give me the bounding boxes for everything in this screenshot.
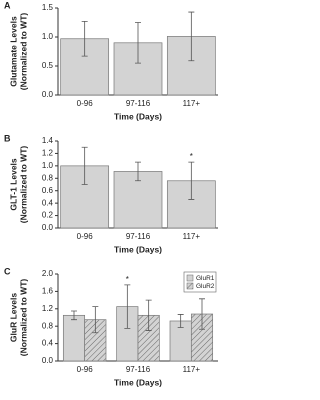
annotation: *	[190, 152, 193, 161]
error-bar	[135, 22, 141, 64]
error-bar	[71, 310, 77, 321]
panel-label: B	[4, 133, 11, 143]
error-bar	[199, 298, 205, 330]
annotation: *	[126, 275, 129, 284]
y-tick-label: 0.8	[42, 321, 54, 330]
error-bar	[124, 284, 131, 329]
y-tick-label: 0.5	[42, 61, 54, 70]
x-tick-label: 117+	[183, 365, 201, 374]
x-tick-label: 0-96	[77, 99, 94, 108]
y-tick-label: 1.6	[42, 287, 54, 296]
x-tick-label: 97-116	[126, 99, 151, 108]
x-axis-label: Time (Days)	[114, 377, 162, 387]
error-bar	[177, 314, 184, 328]
y-tick-label: 0.4	[42, 198, 54, 207]
panel-label: A	[4, 0, 11, 10]
x-tick-label: 97-116	[126, 232, 151, 241]
y-tick-label: 1.5	[42, 3, 54, 12]
x-axis-label: Time (Days)	[114, 111, 162, 121]
y-tick-label: 0.0	[42, 223, 54, 232]
y-axis-label: GLT-1 Levels	[8, 158, 18, 211]
x-tick-label: 117+	[183, 99, 201, 108]
y-tick-label: 0.0	[42, 356, 54, 365]
error-bar	[81, 20, 88, 57]
error-bar	[188, 11, 195, 62]
y-tick-label: 0.0	[42, 90, 54, 99]
y-axis-label: Glutamate Levels	[8, 16, 18, 87]
y-tick-label: 2.0	[42, 269, 54, 278]
y-tick-label: 0.4	[42, 339, 54, 348]
error-bar	[145, 299, 152, 331]
y-tick-label: 1.4	[42, 136, 54, 145]
y-axis-label: (Normalized to WT)	[18, 146, 28, 224]
y-tick-label: 1.2	[42, 149, 54, 158]
x-tick-label: 117+	[183, 232, 201, 241]
y-tick-label: 1.0	[42, 161, 54, 170]
y-tick-label: 0.6	[42, 186, 54, 195]
x-tick-label: 97-116	[126, 365, 151, 374]
bar	[62, 314, 86, 362]
x-tick-label: 0-96	[77, 232, 94, 241]
legend-swatch	[186, 282, 194, 290]
y-axis-label: (Normalized to WT)	[18, 13, 28, 91]
panel-label: C	[4, 266, 11, 276]
error-bar	[81, 146, 88, 185]
error-bar	[188, 161, 195, 200]
y-axis-label: (Normalized to WT)	[18, 279, 28, 357]
y-tick-label: 1.0	[42, 32, 54, 41]
y-axis-label: GluR Levels	[8, 293, 18, 342]
legend-label: GluR1	[196, 275, 215, 282]
y-tick-label: 1.2	[42, 304, 54, 313]
y-tick-label: 0.8	[42, 173, 54, 182]
x-axis-label: Time (Days)	[114, 244, 162, 254]
error-bar	[92, 306, 99, 334]
legend-swatch	[186, 274, 194, 282]
x-tick-label: 0-96	[77, 365, 94, 374]
legend-label: GluR2	[196, 283, 215, 290]
y-tick-label: 0.2	[42, 211, 54, 220]
error-bar	[135, 161, 141, 182]
